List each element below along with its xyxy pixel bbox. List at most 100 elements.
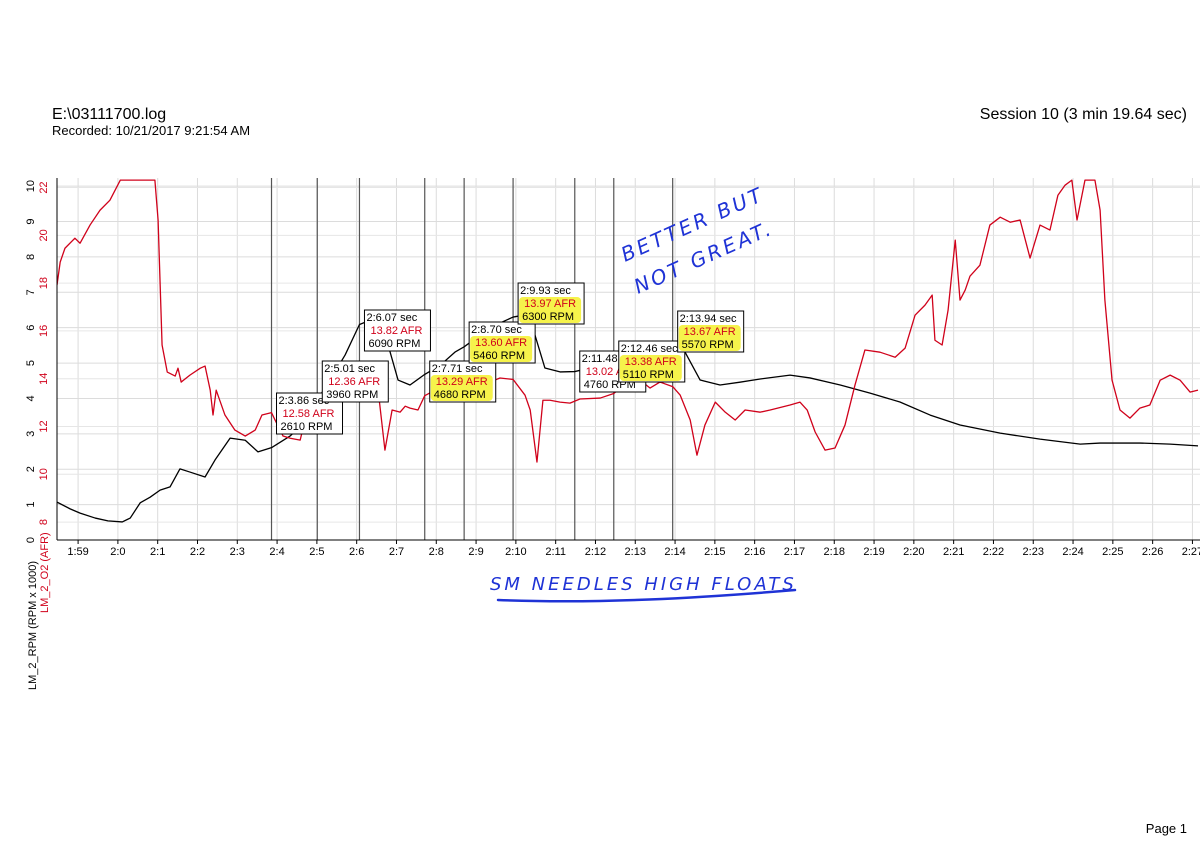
x-tick-label: 2:25	[1102, 546, 1123, 558]
x-tick-label: 2:19	[863, 546, 884, 558]
cursor-afr: 13.38 AFR	[625, 356, 677, 368]
x-tick-label: 2:4	[269, 546, 284, 558]
y-tick-label: 8	[25, 254, 37, 260]
x-tick-label: 2:10	[505, 546, 526, 558]
y2-tick-label: 18	[38, 277, 50, 289]
cursor-time: 2:12.46 sec	[621, 343, 678, 355]
x-tick-label: 1:59	[67, 546, 88, 558]
y2-axis-title: LM_2_O2 (AFR)	[39, 532, 51, 613]
x-tick-label: 2:27	[1182, 546, 1200, 558]
x-tick-label: 2:2	[190, 546, 205, 558]
cursor-time: 2:3.86 sec	[279, 395, 330, 407]
y-tick-label: 6	[25, 325, 37, 331]
highlight	[619, 355, 682, 381]
x-tick-label: 2:18	[824, 546, 845, 558]
x-tick-label: 2:8	[429, 546, 444, 558]
cursor-rpm: 5110 RPM	[623, 369, 674, 381]
x-tick-label: 2:0	[110, 546, 125, 558]
y2-tick-label: 16	[38, 325, 50, 337]
cursor-afr: 13.97 AFR	[524, 298, 576, 310]
x-tick-label: 2:26	[1142, 546, 1163, 558]
cursor-time: 2:13.94 sec	[680, 313, 737, 325]
cursor-afr: 13.60 AFR	[475, 337, 527, 349]
cursor-rpm: 3960 RPM	[326, 389, 378, 401]
x-tick-label: 2:17	[784, 546, 805, 558]
cursor-rpm: 6300 RPM	[522, 311, 574, 323]
cursor-time: 2:8.70 sec	[471, 324, 522, 336]
cursor-box-frame	[363, 309, 431, 352]
y2-tick-label: 10	[38, 468, 50, 480]
cursor-rpm: 5460 RPM	[473, 350, 525, 362]
x-tick-label: 2:12	[585, 546, 606, 558]
highlight	[678, 325, 741, 351]
file-name: E:\03111700.log	[52, 106, 166, 123]
y-tick-label: 1	[25, 502, 37, 508]
cursor-time: 2:6.07 sec	[366, 312, 417, 324]
x-tick-label: 2:15	[704, 546, 725, 558]
y2-tick-label: 8	[38, 519, 50, 525]
caption-underline	[496, 588, 797, 603]
cursor-time: 2:9.93 sec	[520, 285, 571, 297]
axes: 1:59 2:0 2:1 2:2 2:3 2:4 2:5 2:6 2:7 2:8 2:9 2:10 2:…	[25, 178, 1200, 690]
x-tick-label: 2:5	[309, 546, 324, 558]
cursor-rpm: 4680 RPM	[434, 389, 486, 401]
x-tick-label: 2:21	[943, 546, 964, 558]
y2-tick-label: 20	[38, 229, 50, 241]
highlight	[519, 297, 582, 323]
x-tick-label: 2:22	[983, 546, 1004, 558]
x-tick-label: 2:1	[150, 546, 165, 558]
cursor-afr: 13.82 AFR	[370, 325, 422, 337]
y-axis-title: LM_2_RPM (RPM x 1000)	[27, 561, 39, 690]
y-tick-label: 10	[25, 180, 37, 192]
x-tick-label: 2:9	[468, 546, 483, 558]
y2-tick-label: 14	[38, 373, 50, 385]
y-tick-label: 9	[25, 218, 37, 224]
cursor-time: 2:5.01 sec	[324, 363, 375, 375]
highlight	[430, 375, 493, 401]
x-tick-label: 2:14	[664, 546, 685, 558]
x-tick-label: 2:23	[1023, 546, 1044, 558]
x-tick-label: 2:13	[625, 546, 646, 558]
y-tick-label: 3	[25, 431, 37, 437]
series-line	[57, 314, 1199, 523]
cursor-time: 2:7.71 sec	[432, 363, 483, 375]
cursor-box-frame	[321, 360, 389, 403]
y2-tick-label: 22	[38, 181, 50, 193]
series-line	[57, 179, 1199, 463]
y2-tick-label: 12	[38, 420, 50, 432]
x-tick-label: 2:11	[545, 546, 566, 558]
y-tick-label: 0	[25, 537, 37, 543]
caption: SM NEEDLES HIGH FLOATS	[490, 574, 797, 595]
cursor-afr: 13.67 AFR	[684, 326, 736, 338]
cursor-afr: 13.29 AFR	[436, 376, 488, 388]
x-tick-label: 2:24	[1062, 546, 1083, 558]
highlight	[470, 336, 533, 362]
cursor-rpm: 6090 RPM	[368, 338, 420, 350]
y-tick-label: 5	[25, 360, 37, 366]
x-tick-label: 2:16	[744, 546, 765, 558]
session-info: Session 10 (3 min 19.64 sec)	[980, 106, 1187, 123]
y-tick-label: 7	[25, 289, 37, 295]
x-tick-label: 2:20	[903, 546, 924, 558]
x-tick-label: 2:7	[389, 546, 404, 558]
x-tick-label: 2:6	[349, 546, 364, 558]
y-tick-label: 2	[25, 466, 37, 472]
cursor-afr: 12.58 AFR	[283, 408, 335, 420]
series	[57, 179, 1199, 523]
y-tick-label: 4	[25, 395, 37, 401]
cursor-afr: 12.36 AFR	[328, 376, 380, 388]
page-number: Page 1	[1146, 821, 1187, 836]
x-tick-label: 2:3	[230, 546, 245, 558]
cursor-rpm: 5570 RPM	[682, 339, 734, 351]
cursor-rpm: 2610 RPM	[281, 421, 333, 433]
